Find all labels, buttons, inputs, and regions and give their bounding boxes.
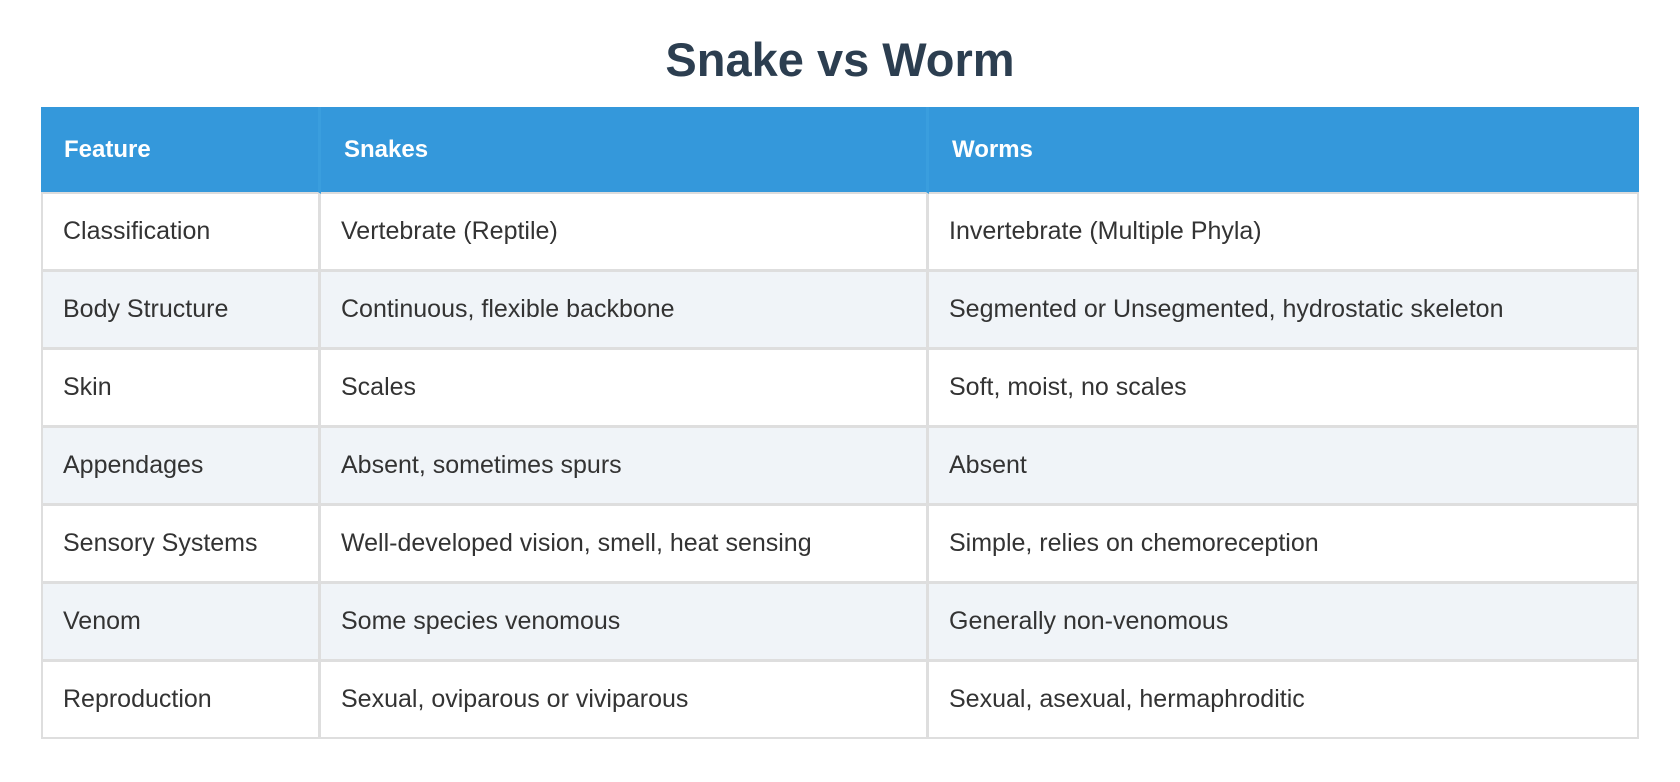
cell-worms: Segmented or Unsegmented, hydrostatic sk… [929, 272, 1639, 350]
cell-snakes: Sexual, oviparous or viviparous [321, 662, 929, 739]
header-snakes: Snakes [321, 107, 929, 194]
cell-worms: Sexual, asexual, hermaphroditic [929, 662, 1639, 739]
table-row: Classification Vertebrate (Reptile) Inve… [41, 194, 1639, 272]
cell-snakes: Well-developed vision, smell, heat sensi… [321, 506, 929, 584]
cell-snakes: Vertebrate (Reptile) [321, 194, 929, 272]
table-row: Skin Scales Soft, moist, no scales [41, 350, 1639, 428]
table-header: Feature Snakes Worms [41, 107, 1639, 194]
cell-feature: Classification [41, 194, 321, 272]
cell-feature: Reproduction [41, 662, 321, 739]
cell-worms: Generally non-venomous [929, 584, 1639, 662]
comparison-table: Feature Snakes Worms Classification Vert… [41, 107, 1639, 739]
table-row: Reproduction Sexual, oviparous or vivipa… [41, 662, 1639, 739]
cell-worms: Invertebrate (Multiple Phyla) [929, 194, 1639, 272]
cell-worms: Soft, moist, no scales [929, 350, 1639, 428]
table-row: Appendages Absent, sometimes spurs Absen… [41, 428, 1639, 506]
table-row: Sensory Systems Well-developed vision, s… [41, 506, 1639, 584]
header-feature: Feature [41, 107, 321, 194]
header-row: Feature Snakes Worms [41, 107, 1639, 194]
cell-snakes: Scales [321, 350, 929, 428]
table-row: Venom Some species venomous Generally no… [41, 584, 1639, 662]
cell-snakes: Absent, sometimes spurs [321, 428, 929, 506]
cell-feature: Venom [41, 584, 321, 662]
cell-feature: Skin [41, 350, 321, 428]
header-worms: Worms [929, 107, 1639, 194]
cell-snakes: Continuous, flexible backbone [321, 272, 929, 350]
cell-worms: Simple, relies on chemoreception [929, 506, 1639, 584]
table-body: Classification Vertebrate (Reptile) Inve… [41, 194, 1639, 739]
cell-feature: Body Structure [41, 272, 321, 350]
cell-feature: Sensory Systems [41, 506, 321, 584]
page-title: Snake vs Worm [665, 33, 1015, 86]
cell-snakes: Some species venomous [321, 584, 929, 662]
cell-feature: Appendages [41, 428, 321, 506]
table-row: Body Structure Continuous, flexible back… [41, 272, 1639, 350]
cell-worms: Absent [929, 428, 1639, 506]
